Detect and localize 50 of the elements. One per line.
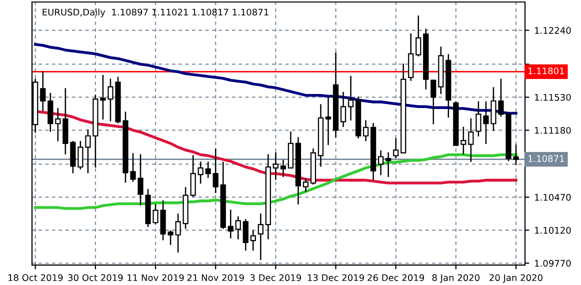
candlestick <box>55 108 61 142</box>
y-tick-label: 1.09770 <box>535 260 571 267</box>
ref-line-label: 1.11801 <box>528 67 564 74</box>
candlestick <box>348 76 354 120</box>
candlestick <box>386 152 392 178</box>
candlestick <box>280 160 286 178</box>
candlestick <box>175 214 181 252</box>
x-tick-label: 30 Oct 2019 <box>68 274 123 282</box>
x-tick-label: 13 Dec 2019 <box>308 274 364 282</box>
candlestick <box>190 155 196 197</box>
x-tick-label: 8 Jan 2020 <box>432 274 480 283</box>
candlestick <box>302 178 309 192</box>
x-tick-label: 11 Nov 2019 <box>128 274 184 282</box>
x-tick-label: 26 Dec 2019 <box>368 274 424 282</box>
candlestick <box>378 150 384 176</box>
ref-line-label: 1.10871 <box>528 155 564 162</box>
candlestick <box>476 101 482 137</box>
x-tick-label: 18 Oct 2019 <box>8 274 63 282</box>
candlestick <box>460 126 466 154</box>
candlestick <box>468 118 474 162</box>
candlestick <box>325 96 332 145</box>
candlestick <box>70 140 76 174</box>
candlestick <box>272 152 278 180</box>
y-tick-label: 1.10120 <box>535 226 571 234</box>
x-tick-label: 21 Nov 2019 <box>187 274 244 282</box>
candlestick <box>228 210 234 238</box>
candlestick <box>48 92 54 132</box>
candlestick <box>242 219 248 251</box>
line-series <box>34 153 518 210</box>
y-tick-label: 1.11180 <box>535 126 571 134</box>
y-tick-label: 1.11530 <box>535 94 571 101</box>
y-tick-label: 1.12240 <box>535 27 571 34</box>
x-tick-label: 3 Dec 2019 <box>250 274 302 282</box>
candlestick <box>40 71 46 112</box>
candlestick <box>235 216 241 240</box>
candlestick <box>212 148 218 194</box>
x-tick-label: 20 Jan 2020 <box>490 274 542 283</box>
candlestick <box>258 214 264 260</box>
candlestick <box>340 92 346 128</box>
candlestick <box>78 140 84 170</box>
candlestick <box>408 33 414 81</box>
candlestick <box>416 16 422 56</box>
y-tick-label: 1.10470 <box>535 194 571 201</box>
candlestick <box>205 162 211 178</box>
text: EURUSD,Daily 1.10897 1.11021 1.10817 1.10871 <box>42 8 268 18</box>
candlestick <box>393 138 399 158</box>
candlestick <box>198 162 204 184</box>
candlestick <box>430 80 436 124</box>
candlestick <box>362 120 369 142</box>
candlestick <box>250 230 256 251</box>
